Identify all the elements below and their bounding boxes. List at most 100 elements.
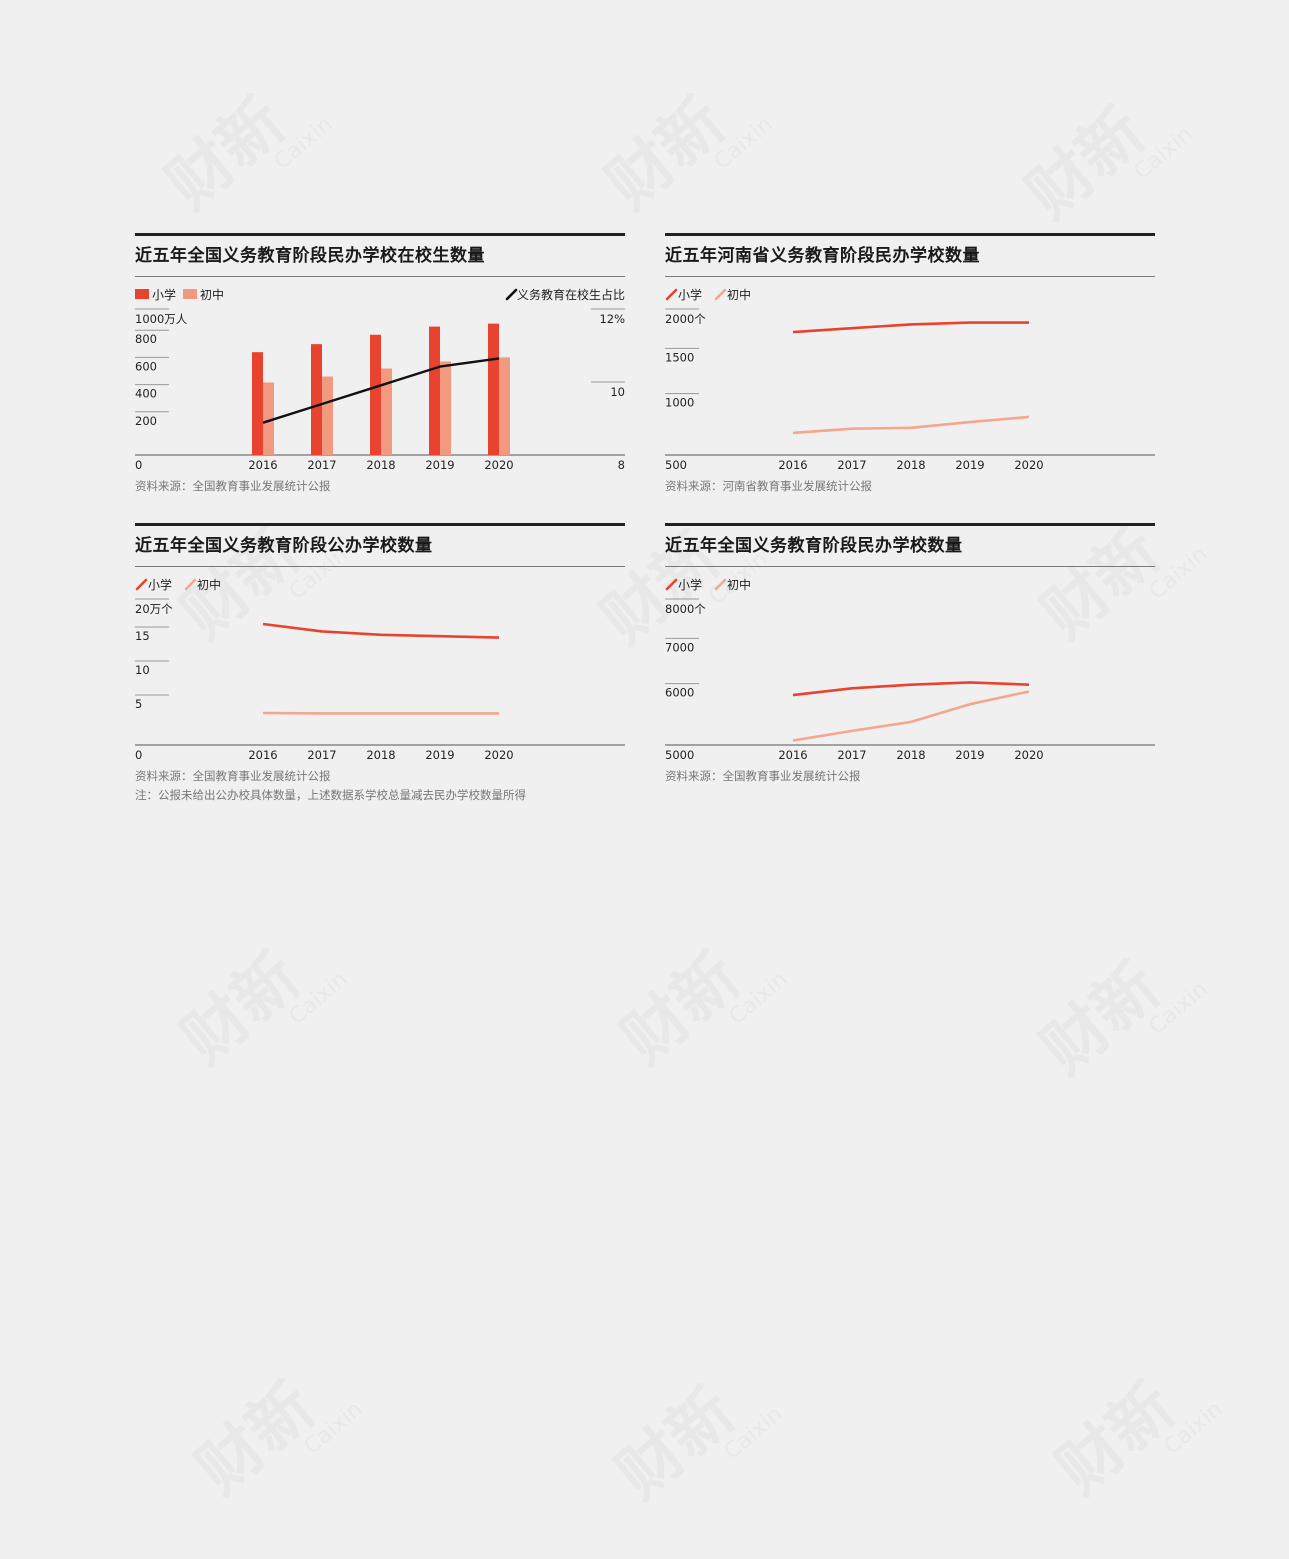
x-tick-label: 2017 [837,458,866,472]
x-tick-label: 2019 [425,458,454,472]
watermark-cn: 财新 [1042,1368,1190,1509]
series-line-secondary [792,415,1030,435]
x-tick-label: 2018 [366,748,395,762]
legend-label-primary: 小学 [152,287,176,302]
x-tick-label: 2020 [484,458,513,472]
legend-swatch-secondary [714,578,727,591]
legend-label-primary: 小学 [678,577,702,592]
x-tick-label: 2019 [955,748,984,762]
x-tick-label: 2018 [896,748,925,762]
y-tick-label: 5000 [665,748,694,762]
x-tick-label: 2020 [1014,458,1043,472]
x-tick-label: 2018 [896,458,925,472]
watermark-en: Caixin [1159,1396,1228,1460]
x-tick-label: 2017 [837,748,866,762]
watermark-cn: 财新 [607,938,755,1079]
watermark-logo: 财新 Caixin [592,40,825,260]
chart-canvas: 小学 初中 20万个 15 10 5 0 2016 2017 2018 2019 2020 [135,577,625,762]
chart-title: 近五年河南省义务教育阶段民办学校数量 [665,236,1155,277]
y-tick-label: 200 [135,414,157,428]
watermark-cn: 财新 [1012,93,1160,234]
watermark-cn: 财新 [1027,948,1175,1089]
x-tick-label: 2016 [248,458,277,472]
series-line-primary [792,681,1030,697]
x-tick-label: 2020 [1014,748,1043,762]
bar-secondary [263,382,274,455]
legend-swatch-primary [135,578,148,591]
watermark-cn: 财新 [592,83,740,224]
legend-label-primary: 小学 [148,577,172,592]
x-tick-label: 2020 [484,748,513,762]
watermark-cn: 财新 [152,83,300,224]
x-tick-label: 2019 [955,458,984,472]
watermark-en: Caixin [299,1396,368,1460]
chart-source: 资料来源：全国教育事业发展统计公报 [135,479,331,493]
y-tick-label: 5 [135,697,142,711]
legend-swatch-secondary [714,288,727,301]
y-tick-label: 600 [135,359,157,373]
y2-tick-label: 10 [610,385,625,399]
x-tick-label: 2018 [366,458,395,472]
chart-canvas: 小学 初中 1000万人 800 600 400 200 0 2016 2017 2018 2019 2… [135,287,625,472]
x-tick-label: 2016 [778,748,807,762]
chart-panel-henan-private-schools: 近五年河南省义务教育阶段民办学校数量 小学 初中 2000个 1500 1000 500 2… [665,233,1155,496]
watermark-en: Caixin [709,111,778,175]
y-tick-label: 0 [135,748,142,762]
y-tick-label: 800 [135,332,157,346]
chart-panel-public-schools: 近五年全国义务教育阶段公办学校数量 小学 初中 20万个 15 10 5 0 2016 2017… [135,523,625,805]
y-tick-label: 1500 [665,350,694,364]
legend-label-secondary: 初中 [200,287,224,302]
legend-swatch-secondary [183,289,197,299]
y-tick-label: 10 [135,663,150,677]
legend-swatch-line [505,288,518,301]
legend-swatch-secondary [184,578,197,591]
legend-label-line: 义务教育在校生占比 [517,287,625,302]
watermark-en: Caixin [284,966,353,1030]
watermark-logo: 财新 Caixin [152,40,385,260]
legend-label-secondary: 初中 [727,577,751,592]
x-tick-label: 2016 [248,748,277,762]
legend-swatch-primary [135,289,149,299]
x-tick-label: 2019 [425,748,454,762]
chart-panel-private-enrollment: 近五年全国义务教育阶段民办学校在校生数量 小学 初中 1000万人 800 600 400… [135,233,625,496]
legend-label-secondary: 初中 [197,577,221,592]
watermark-en: Caixin [1129,121,1198,185]
y-tick-label: 6000 [665,686,694,700]
watermark-cn: 财新 [602,1373,750,1514]
bar-primary [370,334,381,455]
bar-primary [488,323,499,455]
y-tick-label: 400 [135,387,157,401]
watermark-cn: 财新 [182,1368,330,1509]
y-tick-label: 1000 [665,396,694,410]
bar-secondary [381,368,392,455]
y2-tick-label: 12% [599,312,625,326]
y-tick-label: 500 [665,458,687,472]
y2-tick-label: 8 [618,458,625,472]
watermark-en: Caixin [1144,541,1213,605]
chart-source: 资料来源：河南省教育事业发展统计公报 [665,479,872,493]
chart-canvas: 小学 初中 2000个 1500 1000 500 2016 2017 2018 2019 2020 [665,287,1155,472]
series-line-primary [262,622,500,639]
watermark-en: Caixin [724,966,793,1030]
panel-top-rule [135,233,625,236]
series-line-share [262,357,500,424]
watermark-logo: 财新 Caixin [1042,1325,1275,1545]
chart-title: 近五年全国义务教育阶段民办学校在校生数量 [135,236,625,277]
bar-secondary [440,361,451,455]
y-axis-unit-label: 20万个 [135,602,173,616]
bar-primary [311,344,322,455]
watermark-logo: 财新 Caixin [607,895,840,1115]
y-axis-unit-label: 1000万人 [135,312,188,326]
y-tick-label: 15 [135,629,150,643]
watermark-en: Caixin [269,111,338,175]
watermark-logo: 财新 Caixin [1027,905,1260,1125]
chart-source: 资料来源：全国教育事业发展统计公报 [665,769,861,783]
bar-secondary [322,376,333,455]
panel-top-rule [665,523,1155,526]
watermark-cn: 财新 [167,938,315,1079]
y-tick-label: 0 [135,458,142,472]
y-axis-unit-label: 2000个 [665,312,706,326]
watermark-logo: 财新 Caixin [167,895,400,1115]
x-tick-label: 2017 [307,458,336,472]
legend-label-secondary: 初中 [727,287,751,302]
